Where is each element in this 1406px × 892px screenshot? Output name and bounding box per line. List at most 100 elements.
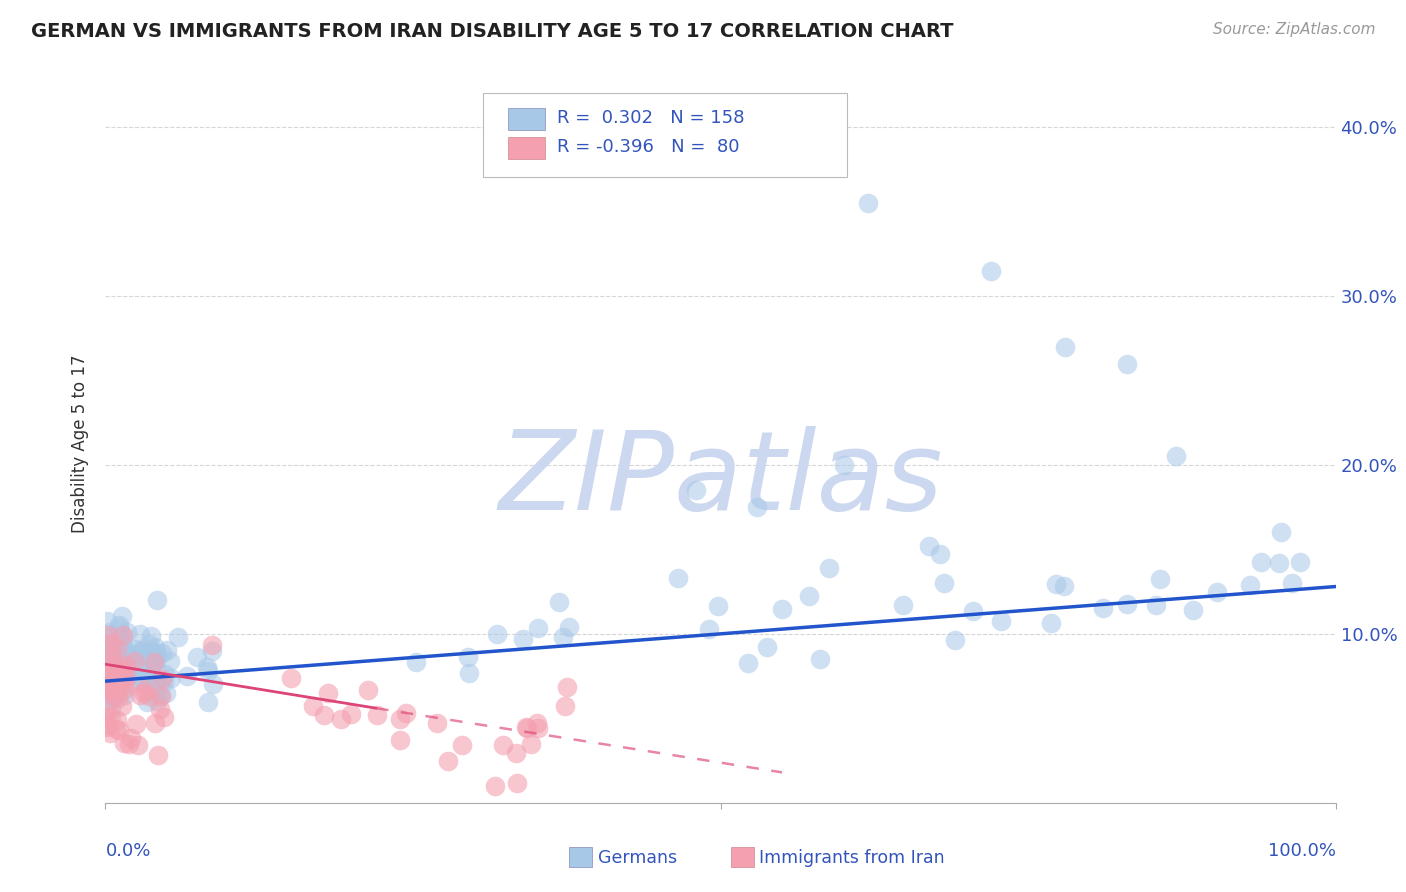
Point bbox=[134, 682, 156, 697]
Point bbox=[143, 715, 166, 730]
Point bbox=[1281, 576, 1303, 591]
Point bbox=[141, 630, 163, 644]
Point bbox=[685, 483, 707, 498]
Point bbox=[101, 654, 124, 668]
Point bbox=[114, 665, 136, 680]
Point bbox=[108, 723, 131, 738]
Point bbox=[197, 695, 219, 709]
Point bbox=[108, 666, 131, 681]
Point bbox=[100, 700, 122, 714]
Point bbox=[159, 671, 181, 685]
Point bbox=[301, 698, 323, 713]
Point bbox=[97, 657, 120, 671]
Point bbox=[141, 654, 163, 668]
Point bbox=[1181, 603, 1204, 617]
Point bbox=[125, 717, 148, 731]
Point bbox=[817, 560, 839, 574]
Point bbox=[155, 686, 177, 700]
Point bbox=[389, 712, 412, 726]
Point bbox=[145, 682, 167, 697]
Point bbox=[98, 726, 121, 740]
Point bbox=[1250, 555, 1272, 569]
Point bbox=[707, 599, 730, 613]
Point bbox=[112, 679, 135, 693]
Text: R =  0.302   N = 158: R = 0.302 N = 158 bbox=[557, 110, 744, 128]
Point bbox=[132, 686, 155, 700]
Point bbox=[96, 720, 118, 734]
Point bbox=[1206, 585, 1229, 599]
Point bbox=[111, 698, 134, 713]
Point bbox=[492, 739, 515, 753]
Point bbox=[108, 638, 131, 652]
Point bbox=[150, 647, 173, 661]
Point bbox=[98, 687, 121, 701]
Point bbox=[138, 675, 160, 690]
Text: Germans: Germans bbox=[598, 849, 676, 867]
Point bbox=[858, 196, 880, 211]
Point bbox=[101, 648, 124, 662]
Point bbox=[101, 680, 124, 694]
Point bbox=[120, 731, 142, 746]
Point bbox=[1267, 556, 1289, 570]
Point bbox=[202, 677, 225, 691]
Point bbox=[136, 647, 159, 661]
Point bbox=[129, 688, 152, 702]
Point bbox=[100, 678, 122, 692]
Point bbox=[100, 673, 122, 687]
Point bbox=[980, 263, 1002, 277]
Point bbox=[142, 655, 165, 669]
Point bbox=[747, 500, 769, 515]
Point bbox=[450, 738, 472, 752]
Point bbox=[100, 665, 122, 680]
Point bbox=[437, 754, 460, 768]
Point bbox=[150, 672, 173, 686]
Point bbox=[201, 644, 224, 658]
Text: Source: ZipAtlas.com: Source: ZipAtlas.com bbox=[1212, 22, 1375, 37]
Point bbox=[934, 575, 956, 590]
Point bbox=[112, 640, 135, 654]
Point bbox=[699, 623, 721, 637]
Point bbox=[100, 647, 122, 661]
Point bbox=[405, 655, 427, 669]
Point bbox=[110, 661, 132, 675]
Point bbox=[108, 679, 131, 693]
Point bbox=[105, 642, 128, 657]
Point bbox=[505, 776, 527, 790]
Point bbox=[105, 670, 128, 684]
Point bbox=[832, 458, 855, 472]
Text: 100.0%: 100.0% bbox=[1268, 842, 1336, 860]
Point bbox=[770, 602, 793, 616]
Point bbox=[114, 645, 136, 659]
Point bbox=[1053, 579, 1076, 593]
Point bbox=[1149, 572, 1171, 586]
Point bbox=[105, 650, 128, 665]
Point bbox=[737, 656, 759, 670]
Point bbox=[132, 674, 155, 689]
Point bbox=[107, 714, 129, 728]
Bar bbox=[508, 109, 544, 130]
Point bbox=[100, 708, 122, 723]
Point bbox=[167, 630, 190, 644]
Point bbox=[132, 648, 155, 662]
Point bbox=[554, 699, 576, 714]
Point bbox=[1092, 601, 1115, 615]
Point bbox=[96, 645, 118, 659]
Point bbox=[110, 608, 132, 623]
Point bbox=[1164, 450, 1187, 464]
Point bbox=[110, 640, 132, 655]
Point bbox=[505, 747, 527, 761]
Point bbox=[107, 690, 129, 705]
Point bbox=[515, 720, 537, 734]
Text: R = -0.396   N =  80: R = -0.396 N = 80 bbox=[557, 138, 740, 156]
Point bbox=[101, 666, 124, 681]
Point bbox=[105, 646, 128, 660]
Point bbox=[516, 721, 538, 735]
Text: GERMAN VS IMMIGRANTS FROM IRAN DISABILITY AGE 5 TO 17 CORRELATION CHART: GERMAN VS IMMIGRANTS FROM IRAN DISABILIT… bbox=[31, 22, 953, 41]
Point bbox=[100, 670, 122, 684]
Point bbox=[389, 732, 412, 747]
Point bbox=[527, 621, 550, 635]
Point bbox=[124, 675, 146, 690]
Point bbox=[108, 621, 131, 635]
Point bbox=[159, 654, 181, 668]
Point bbox=[139, 660, 162, 674]
